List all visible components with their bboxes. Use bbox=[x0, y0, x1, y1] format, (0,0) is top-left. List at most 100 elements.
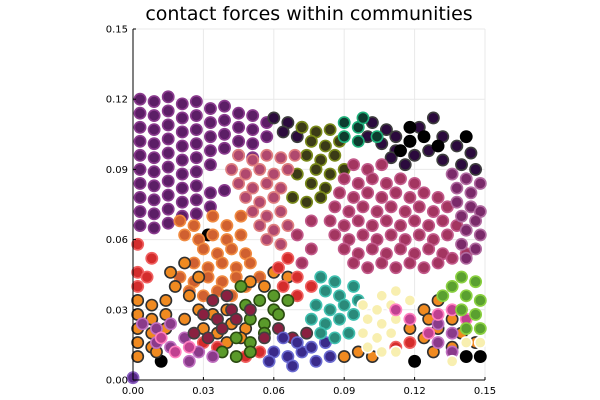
data-point bbox=[328, 228, 342, 242]
data-point bbox=[459, 336, 473, 349]
data-point bbox=[328, 200, 342, 214]
data-point bbox=[189, 193, 203, 207]
data-point bbox=[361, 186, 375, 200]
data-point bbox=[133, 92, 147, 106]
data-point bbox=[218, 127, 231, 141]
data-point bbox=[182, 340, 196, 354]
data-point bbox=[361, 312, 375, 326]
x-tick-label: 0.03 bbox=[192, 386, 214, 397]
data-point bbox=[408, 148, 422, 162]
data-point bbox=[140, 270, 154, 284]
data-point bbox=[133, 219, 147, 232]
data-point bbox=[178, 312, 192, 326]
y-tick-label: 0.06 bbox=[106, 235, 128, 246]
data-point bbox=[375, 158, 389, 172]
data-point bbox=[161, 188, 175, 202]
data-point bbox=[309, 162, 323, 176]
data-point bbox=[323, 350, 337, 364]
data-point bbox=[365, 242, 379, 256]
data-point bbox=[389, 284, 403, 298]
data-point bbox=[323, 303, 337, 317]
data-point bbox=[455, 237, 468, 251]
data-point bbox=[147, 207, 161, 221]
data-point bbox=[189, 165, 203, 179]
data-point bbox=[232, 148, 246, 162]
data-point bbox=[403, 312, 417, 326]
y-tick-label: 0.12 bbox=[106, 95, 128, 106]
x-tick-label: 0.15 bbox=[474, 386, 496, 397]
data-point bbox=[403, 120, 417, 134]
data-point bbox=[218, 141, 231, 155]
x-tick-label: 0.09 bbox=[333, 386, 355, 397]
data-point bbox=[361, 340, 375, 354]
data-point bbox=[464, 186, 478, 200]
data-point bbox=[274, 205, 288, 218]
chart-title: contact forces within communities bbox=[145, 3, 472, 25]
data-point bbox=[189, 109, 203, 123]
data-point bbox=[370, 205, 384, 218]
data-point bbox=[436, 289, 450, 303]
data-point bbox=[175, 167, 189, 181]
data-point bbox=[450, 139, 464, 153]
data-point bbox=[215, 256, 229, 270]
data-point bbox=[394, 242, 407, 256]
data-point bbox=[394, 172, 407, 186]
data-point bbox=[290, 228, 304, 242]
data-point bbox=[175, 181, 189, 195]
data-point bbox=[175, 125, 189, 139]
data-point bbox=[232, 120, 246, 134]
data-point bbox=[375, 191, 389, 204]
data-point bbox=[464, 146, 478, 160]
data-point bbox=[232, 106, 246, 120]
data-points bbox=[126, 90, 487, 385]
data-point bbox=[436, 214, 450, 228]
data-point bbox=[445, 251, 459, 265]
data-point bbox=[370, 303, 384, 317]
data-point bbox=[408, 354, 422, 368]
data-point bbox=[218, 184, 231, 197]
data-point bbox=[333, 312, 346, 326]
data-point bbox=[469, 162, 483, 176]
data-point bbox=[182, 354, 196, 368]
data-point bbox=[147, 95, 161, 108]
data-point bbox=[473, 350, 487, 364]
data-point bbox=[220, 289, 234, 303]
data-point bbox=[229, 312, 243, 326]
data-point bbox=[403, 191, 417, 204]
data-point bbox=[260, 209, 274, 223]
data-point bbox=[455, 158, 468, 172]
data-point bbox=[347, 256, 361, 270]
community-14 bbox=[262, 331, 337, 373]
data-point bbox=[189, 207, 203, 221]
data-point bbox=[403, 294, 417, 307]
data-point bbox=[365, 172, 379, 186]
data-point bbox=[243, 345, 257, 359]
data-point bbox=[412, 228, 426, 242]
data-point bbox=[455, 209, 468, 223]
data-point bbox=[431, 308, 445, 321]
data-point bbox=[220, 219, 234, 232]
data-point bbox=[422, 326, 436, 340]
data-point bbox=[342, 205, 356, 218]
data-point bbox=[323, 214, 337, 228]
data-point bbox=[290, 270, 304, 284]
data-point bbox=[295, 120, 309, 134]
data-point bbox=[417, 186, 431, 200]
data-point bbox=[246, 137, 260, 151]
data-point bbox=[473, 228, 487, 242]
data-point bbox=[375, 345, 389, 359]
data-point bbox=[187, 326, 201, 340]
data-point bbox=[309, 298, 323, 312]
data-point bbox=[384, 200, 398, 214]
data-point bbox=[408, 177, 422, 190]
data-point bbox=[459, 350, 473, 364]
data-point bbox=[403, 134, 417, 148]
data-point bbox=[394, 144, 407, 158]
data-point bbox=[147, 123, 161, 137]
data-point bbox=[161, 118, 175, 132]
data-point bbox=[131, 237, 145, 251]
data-point bbox=[323, 167, 337, 181]
data-point bbox=[276, 331, 290, 345]
data-point bbox=[246, 109, 260, 123]
data-point bbox=[398, 205, 412, 218]
